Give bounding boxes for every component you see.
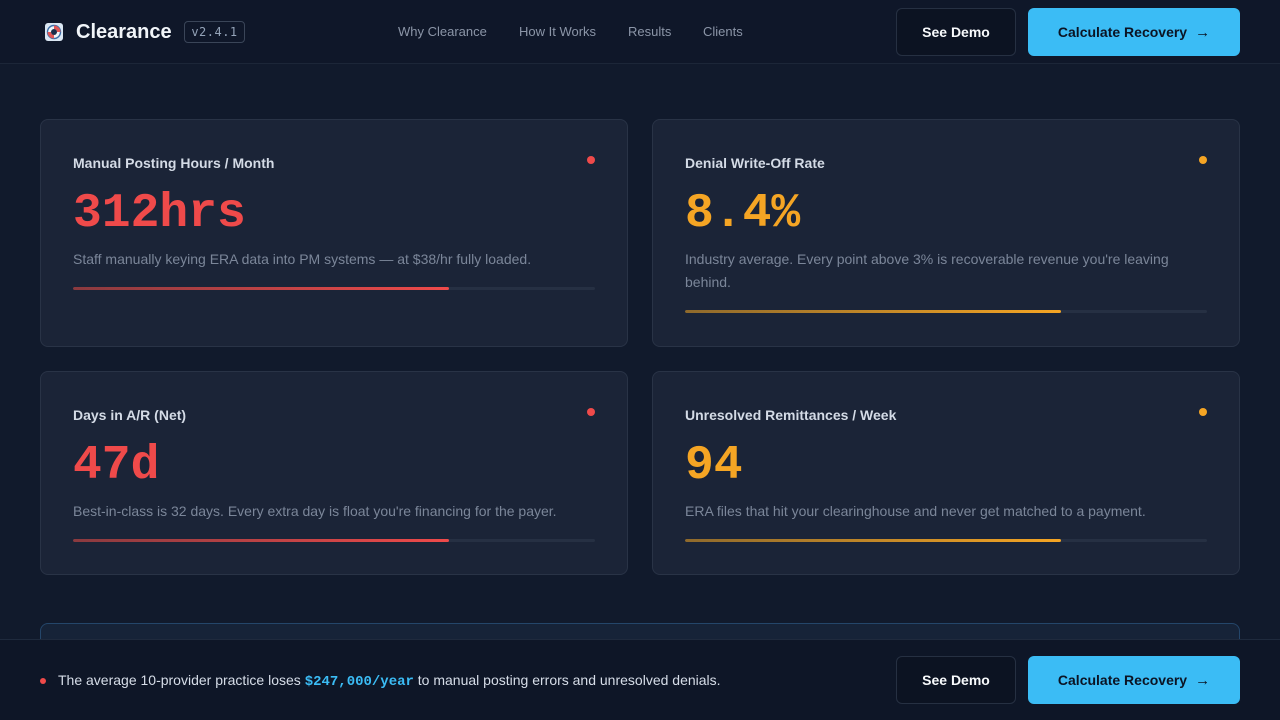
metric-label: Days in A/R (Net) [73, 407, 187, 423]
cta-message: The average 10-provider practice loses $… [58, 672, 721, 690]
arrow-right-icon: → [1195, 671, 1211, 689]
metric-label: Denial Write-Off Rate [685, 155, 825, 171]
metric-description: Best-in-class is 32 days. Every extra da… [73, 503, 557, 519]
metric-description: ERA files that hit your clearinghouse an… [685, 503, 1146, 519]
metric-card-posting-hours: Manual Posting Hours / Month 312hrs Staf… [40, 119, 628, 347]
progress-track [73, 539, 595, 542]
metric-description: Industry average. Every point above 3% i… [685, 251, 1169, 290]
footer-calculate-recovery-button[interactable]: Calculate Recovery → [1028, 656, 1240, 704]
metric-value: 47d [73, 439, 160, 493]
footer-see-demo-button[interactable]: See Demo [896, 656, 1016, 704]
brand-link[interactable]: Clearance [44, 21, 172, 43]
nav-results[interactable]: Results [628, 24, 672, 39]
metric-description: Staff manually keying ERA data into PM s… [73, 251, 532, 267]
sticky-cta-bar: The average 10-provider practice loses $… [0, 639, 1280, 720]
progress-track [73, 287, 595, 290]
metric-label: Manual Posting Hours / Month [73, 155, 275, 171]
metric-value: 312hrs [73, 187, 246, 241]
loss-amount: $247,000/year [304, 674, 414, 690]
brand-name: Clearance [76, 21, 172, 43]
progress-fill [685, 539, 1061, 542]
nav-why-clearance[interactable]: Why Clearance [398, 24, 487, 39]
metric-card-unresolved-remittances: Unresolved Remittances / Week 94 ERA fil… [652, 371, 1240, 575]
status-dot [587, 156, 595, 164]
calculate-recovery-button[interactable]: Calculate Recovery → [1028, 8, 1240, 56]
alert-dot [40, 678, 46, 684]
life-ring-icon [45, 23, 63, 41]
status-dot [1199, 156, 1207, 164]
metric-value: 8.4% [685, 187, 801, 241]
progress-fill [685, 310, 1061, 313]
progress-fill [73, 539, 449, 542]
status-dot [1199, 408, 1207, 416]
progress-track [685, 310, 1207, 313]
metric-card-denial-rate: Denial Write-Off Rate 8.4% Industry aver… [652, 119, 1240, 347]
nav-clients[interactable]: Clients [703, 24, 743, 39]
top-navigation-bar: Clearance v2.4.1 Why Clearance How It Wo… [0, 0, 1280, 64]
cta-text-after: to manual posting errors and unresolved … [413, 672, 721, 688]
see-demo-button[interactable]: See Demo [896, 8, 1016, 56]
metric-value: 94 [685, 439, 743, 493]
calculate-recovery-label: Calculate Recovery [1057, 24, 1188, 40]
calculate-recovery-label: Calculate Recovery [1057, 672, 1188, 688]
metric-card-days-in-ar: Days in A/R (Net) 47d Best-in-class is 3… [40, 371, 628, 575]
progress-fill [73, 287, 449, 290]
status-dot [587, 408, 595, 416]
metric-label: Unresolved Remittances / Week [685, 407, 897, 423]
version-badge: v2.4.1 [184, 21, 245, 43]
progress-track [685, 539, 1207, 542]
nav-how-it-works[interactable]: How It Works [519, 24, 597, 39]
see-demo-label: See Demo [922, 24, 990, 40]
cta-text-before: The average 10-provider practice loses [58, 672, 305, 688]
arrow-right-icon: → [1195, 23, 1211, 41]
see-demo-label: See Demo [922, 672, 990, 688]
